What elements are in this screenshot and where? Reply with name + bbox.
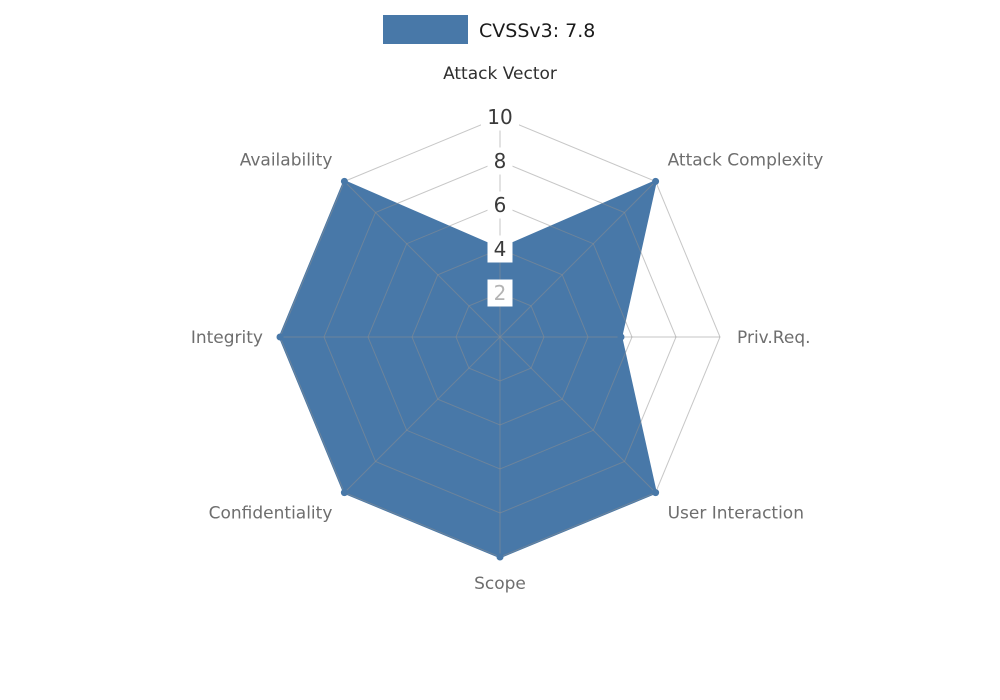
radar-plot: 2 4 6 8 10 Attack Vector Attack Complexity Priv… [191,64,823,594]
tick-label-box [487,279,513,307]
tick-label-box [487,235,513,263]
axis-label-attack-vector: Attack Vector [443,64,557,84]
grid-spoke [499,181,656,338]
axis-label-attack-complexity: Attack Complexity [668,150,824,170]
legend-label: CVSSv3: 7.8 [479,20,595,42]
data-point [340,489,348,497]
data-point [276,333,284,341]
grid-spoke [344,181,501,338]
data-point [652,177,660,185]
tick-label-box [481,103,519,131]
axis-label-priv-req: Priv.Req. [737,328,811,348]
data-point [496,553,504,561]
tick-label-box [487,191,513,219]
axis-label-user-interaction: User Interaction [668,504,804,524]
data-point [617,333,625,341]
tick-label: 6 [494,193,507,217]
grid-spoke [499,336,656,493]
tick-label: 2 [494,281,507,305]
tick-label: 4 [494,237,507,261]
legend: CVSSv3: 7.8 [383,15,595,44]
legend-swatch [383,15,468,44]
tick-label-box [487,147,513,175]
grid-spoke [344,336,501,493]
axis-label-confidentiality: Confidentiality [209,504,333,524]
axis-label-availability: Availability [240,150,333,170]
data-point [340,177,348,185]
data-point [652,489,660,497]
axis-label-integrity: Integrity [191,328,263,348]
tick-label: 10 [487,105,512,129]
tick-label: 8 [494,149,507,173]
axis-label-scope: Scope [474,574,526,594]
